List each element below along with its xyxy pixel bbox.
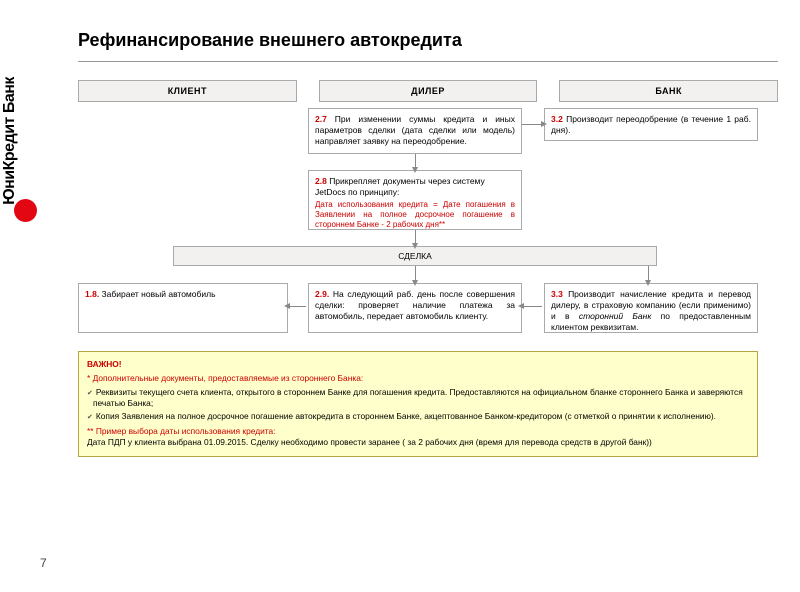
arrow-icon: [415, 230, 416, 244]
important-heading: ВАЖНО!: [87, 359, 749, 370]
important-line2: ** Пример выбора даты использования кред…: [87, 426, 749, 437]
step-2-9: 2.9. На следующий раб. день после соверш…: [308, 283, 522, 333]
step-subtext: Дата использования кредита = Дате погаше…: [315, 200, 515, 230]
step-3-3: 3.3 Производит начисление кредита и пере…: [544, 283, 758, 333]
step-text: Производит переодобрение (в течение 1 ра…: [551, 114, 751, 135]
step-text: На следующий раб. день после совершения …: [315, 289, 515, 321]
header-dealer: ДИЛЕР: [319, 80, 538, 102]
flow-area: 2.7 При изменении суммы кредита и иных п…: [78, 108, 778, 438]
step-num: 2.8: [315, 176, 327, 186]
header-bank: БАНК: [559, 80, 778, 102]
brand-logo: ЮниКредит Банк: [14, 42, 42, 222]
title-divider: [78, 61, 778, 62]
page-title: Рефинансирование внешнего автокредита: [78, 30, 778, 51]
arrow-icon: [415, 266, 416, 281]
page-number: 7: [40, 556, 47, 570]
step-num: 1.8.: [85, 289, 99, 299]
step-num: 2.9.: [315, 289, 329, 299]
arrow-icon: [523, 306, 542, 307]
swimlane-headers: КЛИЕНТ ДИЛЕР БАНК: [78, 80, 778, 102]
slide-content: Рефинансирование внешнего автокредита КЛ…: [78, 30, 778, 438]
arrow-icon: [522, 124, 542, 125]
important-bullet-2: Копия Заявления на полное досрочное пога…: [87, 411, 749, 422]
arrow-icon: [415, 154, 416, 168]
header-client: КЛИЕНТ: [78, 80, 297, 102]
step-num: 3.2: [551, 114, 563, 124]
step-text: Прикрепляет документы через систему JetD…: [315, 176, 485, 197]
step-3-2: 3.2 Производит переодобрение (в течение …: [544, 108, 758, 141]
important-note: ВАЖНО! * Дополнительные документы, предо…: [78, 351, 758, 457]
deal-bar: СДЕЛКА: [173, 246, 657, 266]
brand-name: ЮниКредит Банк: [1, 77, 19, 205]
arrow-icon: [289, 306, 306, 307]
important-bullet-1: Реквизиты текущего счета клиента, открыт…: [87, 387, 749, 410]
step-num: 3.3: [551, 289, 563, 299]
step-text: При изменении суммы кредита и иных парам…: [315, 114, 515, 146]
important-line3: Дата ПДП у клиента выбрана 01.09.2015. С…: [87, 437, 749, 448]
step-italic: сторонний Банк: [579, 311, 651, 321]
arrow-icon: [648, 266, 649, 281]
step-1-8: 1.8. Забирает новый автомобиль: [78, 283, 288, 333]
step-2-8: 2.8 Прикрепляет документы через систему …: [308, 170, 522, 230]
brand-circle-icon: [14, 199, 37, 222]
step-2-7: 2.7 При изменении суммы кредита и иных п…: [308, 108, 522, 154]
important-line1: * Дополнительные документы, предоставляе…: [87, 373, 749, 384]
step-num: 2.7: [315, 114, 327, 124]
step-text: Забирает новый автомобиль: [99, 289, 215, 299]
